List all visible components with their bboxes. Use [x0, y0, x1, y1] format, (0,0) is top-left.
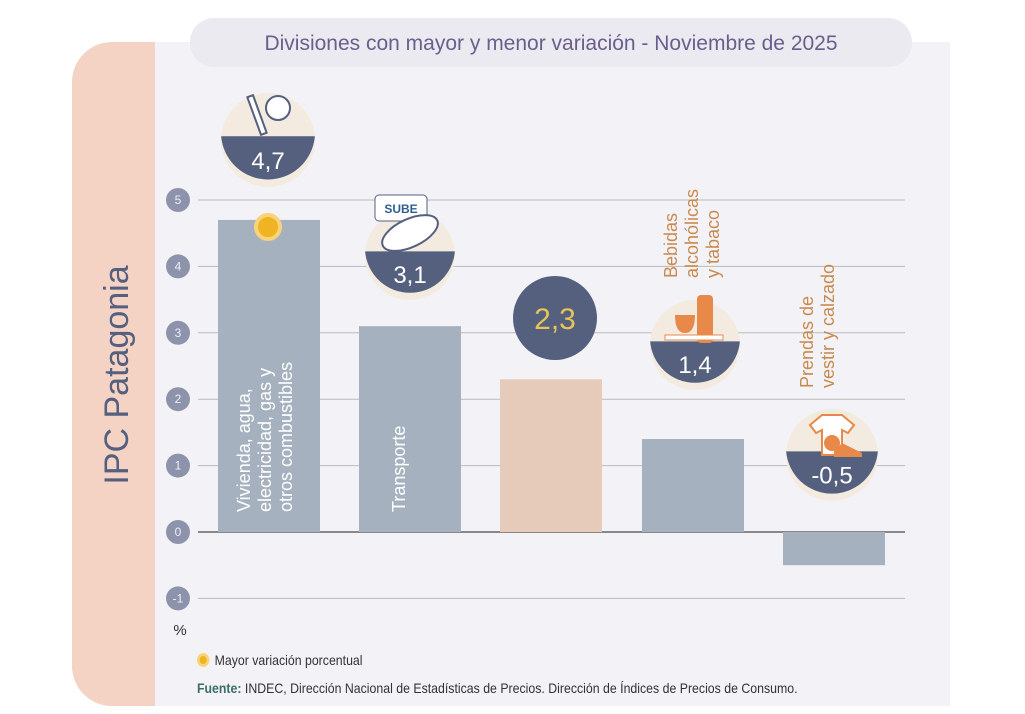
shirt-shoe-icon: [808, 414, 862, 457]
y-tick-badge: [166, 188, 190, 212]
category-label: Vivienda, agua,electricidad, gas yotros …: [234, 362, 296, 512]
y-tick-label: 3: [175, 326, 182, 340]
highlight-marker-icon: [197, 653, 210, 667]
y-tick-badge: [166, 254, 190, 279]
bar: [218, 219, 320, 533]
value-badge: 4,7: [221, 93, 315, 187]
wine-cigarette-icon: [664, 295, 724, 343]
car-sube-icon: SUBE: [374, 194, 439, 252]
y-tick-label: 5: [175, 193, 182, 207]
y-tick-label: 0: [175, 525, 182, 539]
source-text: INDEC, Dirección Nacional de Estadística…: [241, 680, 798, 696]
source-label: Fuente:: [197, 680, 242, 696]
title-pill: [190, 18, 912, 67]
value-label: -0,5: [811, 463, 852, 490]
y-unit-label: %: [173, 622, 186, 639]
y-tick-label: -1: [173, 591, 184, 605]
y-tick-badge: [166, 453, 190, 478]
svg-text:SUBE: SUBE: [384, 202, 417, 216]
category-label: Transporte: [389, 426, 409, 512]
key-bulb-icon: [246, 93, 291, 137]
y-tick-badge: [166, 320, 190, 345]
bar: [500, 379, 602, 532]
y-tick-badge: [166, 387, 190, 412]
y-tick-label: 4: [175, 259, 182, 273]
chart-title: Divisiones con mayor y menor variación -…: [264, 32, 837, 55]
source-note: Fuente: INDEC, Dirección Nacional de Est…: [197, 680, 798, 696]
bar: [783, 532, 885, 566]
legend: Mayor variación porcentual: [197, 652, 363, 668]
highlight-marker-icon: [254, 213, 282, 241]
bar: [359, 326, 461, 532]
bar: [642, 439, 744, 532]
y-tick-label: 2: [175, 392, 182, 406]
value-badge: [513, 276, 597, 360]
value-badge: 1,4: [650, 295, 740, 390]
side-panel: [72, 42, 160, 706]
value-label: 1,4: [678, 352, 711, 379]
category-label: Prendas devestir y calzado: [797, 264, 838, 388]
value-badge: -0,5: [786, 409, 878, 501]
value-label: 2,3: [534, 303, 576, 336]
y-tick-badge: [166, 586, 190, 611]
y-tick-label: 1: [175, 459, 182, 473]
value-label: 3,1: [393, 262, 426, 289]
side-title: IPC Patagonia: [98, 265, 136, 484]
y-tick-badge: [166, 520, 190, 544]
value-badge: SUBE 3,1: [365, 194, 455, 300]
legend-label: Mayor variación porcentual: [214, 652, 363, 668]
value-label: 4,7: [251, 148, 284, 175]
category-label: Bebidasalcohólicasy tabaco: [661, 189, 723, 278]
